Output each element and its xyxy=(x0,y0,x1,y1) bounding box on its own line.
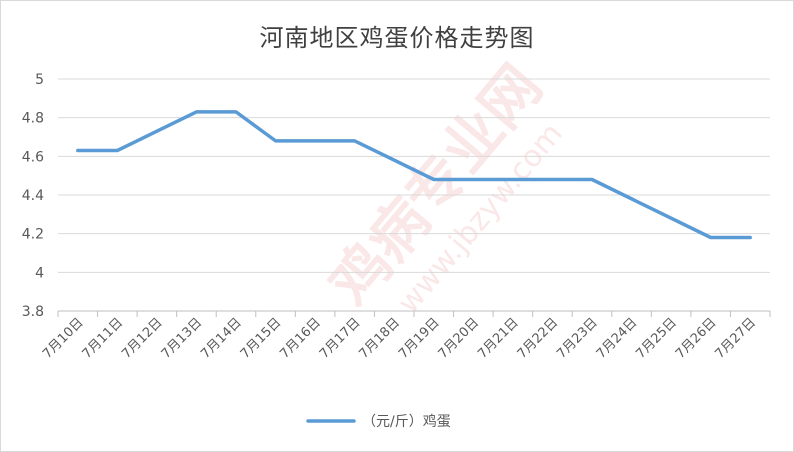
y-tick-label: 4.8 xyxy=(22,111,44,127)
series-line xyxy=(76,110,752,240)
y-tick-label: 4 xyxy=(35,265,44,281)
grid xyxy=(58,78,770,273)
x-tick-label: 7月10日 xyxy=(40,315,87,362)
x-tick-label: 7月26日 xyxy=(673,315,720,362)
x-tick-label: 7月19日 xyxy=(396,315,443,362)
x-tick-label: 7月16日 xyxy=(277,315,324,362)
legend-label: （元/斤）鸡蛋 xyxy=(362,413,451,430)
x-tick-label: 7月20日 xyxy=(436,315,483,362)
x-tick-label: 7月12日 xyxy=(119,315,166,362)
chart-title: 河南地区鸡蛋价格走势图 xyxy=(259,24,535,52)
x-tick-label: 7月24日 xyxy=(594,315,641,362)
x-tick-label: 7月18日 xyxy=(357,315,404,362)
axes xyxy=(57,310,771,317)
watermark: 鸡病专业网 www.jbzyw.com xyxy=(317,52,570,320)
x-tick-label: 7月11日 xyxy=(80,315,127,362)
x-tick-labels: 7月10日7月11日7月12日7月13日7月14日7月15日7月16日7月17日… xyxy=(40,315,759,362)
y-tick-labels: 3.8 4 4.2 4.4 4.6 4.8 5 xyxy=(22,72,44,320)
x-tick-label: 7月27日 xyxy=(713,315,760,362)
x-tick-label: 7月22日 xyxy=(515,315,562,362)
y-tick-label: 4.6 xyxy=(22,149,44,165)
x-tick-label: 7月25日 xyxy=(633,315,680,362)
x-tick-label: 7月14日 xyxy=(198,315,245,362)
y-tick-label: 4.4 xyxy=(22,188,44,204)
y-tick-label: 4.2 xyxy=(22,227,44,243)
x-tick-label: 7月15日 xyxy=(238,315,285,362)
x-tick-label: 7月13日 xyxy=(159,315,206,362)
x-tick-label: 7月17日 xyxy=(317,315,364,362)
legend: （元/斤）鸡蛋 xyxy=(306,413,451,430)
y-tick-label: 3.8 xyxy=(22,304,44,320)
series xyxy=(76,110,752,240)
x-tick-label: 7月21日 xyxy=(475,315,522,362)
x-tick-label: 7月23日 xyxy=(554,315,601,362)
y-tick-label: 5 xyxy=(35,72,44,88)
